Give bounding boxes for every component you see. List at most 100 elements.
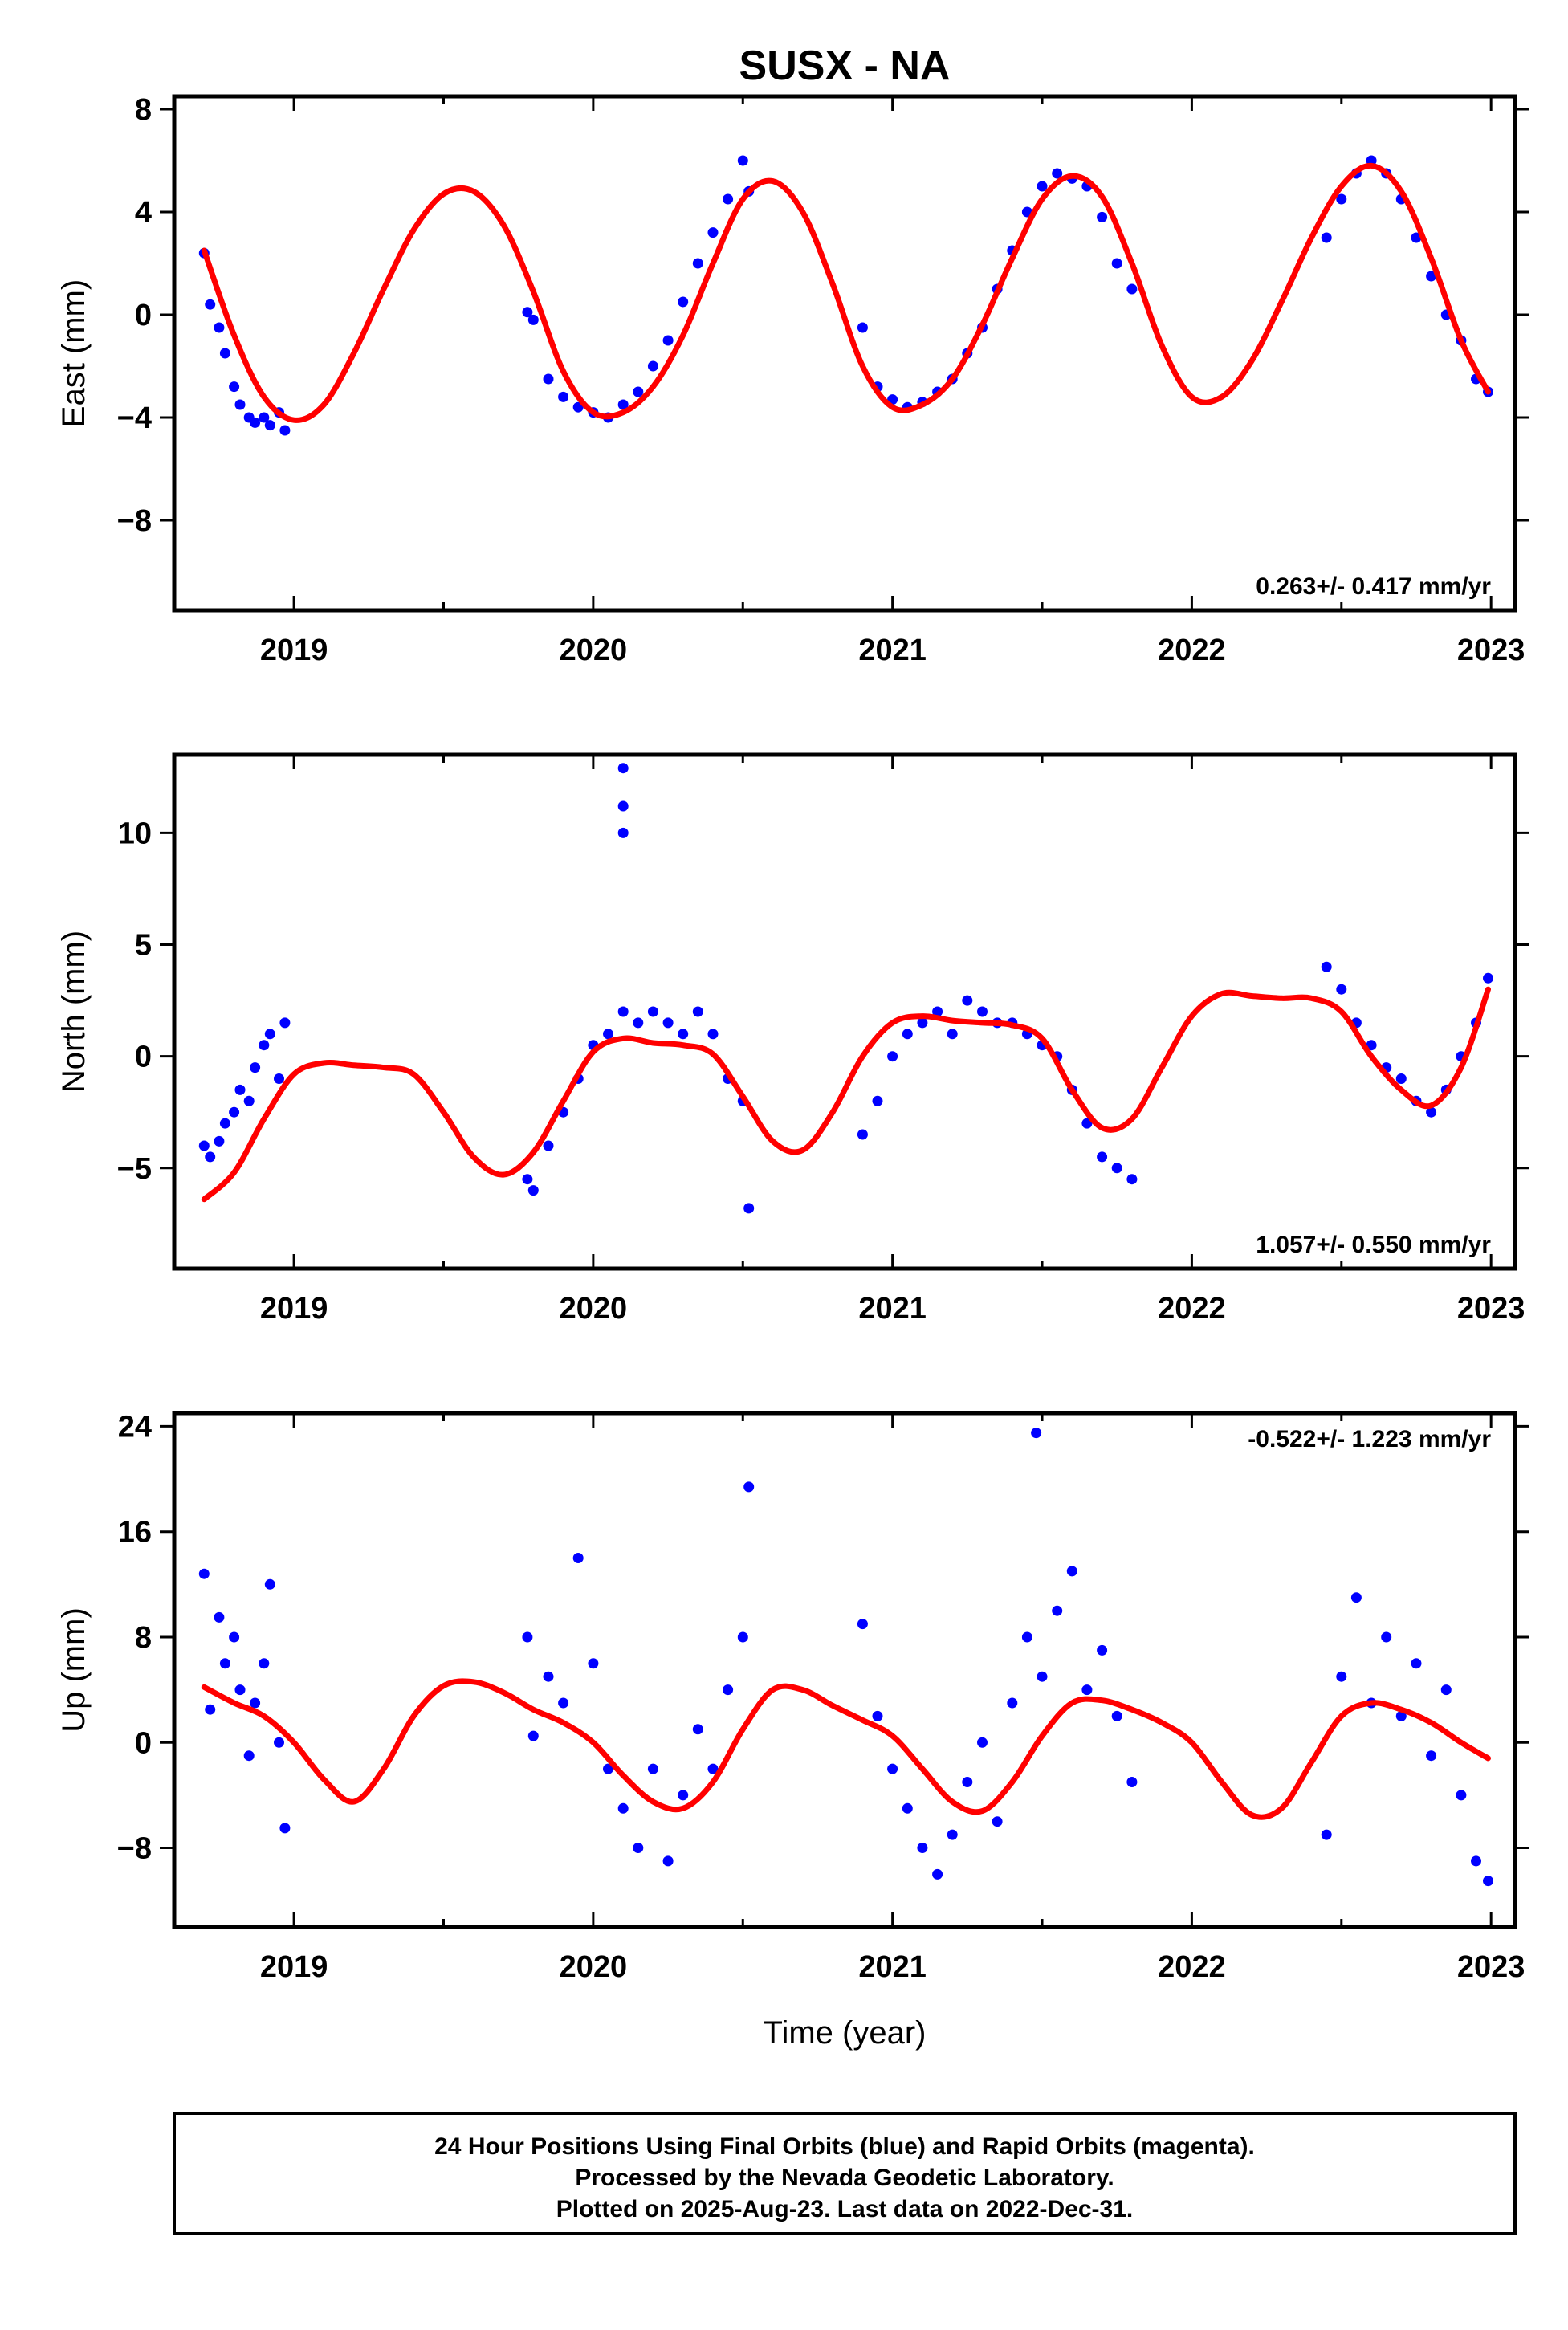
- north-data-point: [917, 1017, 928, 1029]
- up-data-point: [588, 1658, 599, 1669]
- north-data-point: [1111, 1163, 1122, 1174]
- north-y-tick-label: 10: [118, 817, 152, 850]
- up-data-point: [279, 1823, 291, 1834]
- north-data-point: [1426, 1106, 1437, 1118]
- east-data-point: [234, 399, 246, 410]
- east-data-point: [1052, 168, 1063, 179]
- east-data-point: [1336, 193, 1347, 205]
- up-data-point: [917, 1843, 928, 1853]
- east-data-point: [264, 420, 275, 431]
- east-rate-annotation: 0.263+/- 0.417 mm/yr: [1256, 573, 1491, 600]
- east-data-point: [250, 417, 261, 428]
- up-data-point: [1483, 1876, 1493, 1887]
- north-data-point: [603, 1029, 613, 1040]
- east-data-point: [1111, 258, 1122, 269]
- north-data-point: [274, 1073, 284, 1084]
- north-rate-annotation: 1.057+/- 0.550 mm/yr: [1256, 1232, 1491, 1258]
- up-data-point: [264, 1578, 275, 1590]
- east-x-tick-label: 2020: [560, 633, 628, 667]
- up-data-point: [1097, 1644, 1108, 1656]
- north-data-point: [264, 1029, 275, 1040]
- up-data-point: [198, 1568, 210, 1579]
- north-data-point: [250, 1062, 261, 1073]
- north-y-tick-label: −5: [117, 1152, 152, 1186]
- up-x-tick-label: 2023: [1457, 1950, 1525, 1984]
- north-data-point: [205, 1151, 216, 1163]
- east-model-curve: [201, 162, 1491, 423]
- up-data-point: [234, 1684, 246, 1696]
- up-data-point: [902, 1802, 913, 1814]
- north-data-point: [1126, 1174, 1138, 1185]
- up-data-point: [1456, 1790, 1467, 1801]
- east-data-point: [692, 258, 703, 269]
- up-data-point: [962, 1777, 973, 1787]
- up-data-point: [274, 1737, 284, 1748]
- north-data-point: [662, 1017, 674, 1029]
- north-data-point: [279, 1017, 291, 1029]
- up-data-point: [1411, 1658, 1422, 1669]
- north-data-point: [932, 1006, 943, 1017]
- east-data-point: [1426, 271, 1437, 282]
- up-data-point: [737, 1631, 748, 1643]
- east-data-point: [1037, 181, 1048, 192]
- up-data-point: [707, 1763, 719, 1774]
- up-data-point: [1395, 1710, 1407, 1721]
- north-panel: 2019 2020 2021 2022 2023 −5 0 5 10 North (mm) 1.05…: [56, 752, 1529, 1326]
- north-data-point: [692, 1006, 703, 1017]
- north-data-point: [259, 1040, 270, 1051]
- east-y-tick-label: 8: [135, 93, 152, 127]
- east-data-point: [678, 296, 689, 308]
- north-data-point: [707, 1029, 719, 1040]
- up-data-point: [1066, 1566, 1077, 1577]
- east-data-point: [707, 227, 719, 238]
- up-data-point: [692, 1724, 703, 1735]
- east-x-tick-label: 2019: [260, 633, 328, 667]
- up-data-point: [647, 1763, 658, 1774]
- north-y-tick-label: 0: [135, 1041, 152, 1074]
- north-data-point: [214, 1135, 225, 1147]
- east-data-point: [205, 299, 216, 310]
- north-data-point: [872, 1095, 883, 1106]
- north-x-tick-label: 2022: [1158, 1292, 1226, 1326]
- up-data-point: [229, 1631, 240, 1643]
- north-data-point: [887, 1051, 898, 1062]
- north-x-tick-label: 2023: [1457, 1292, 1525, 1326]
- north-data-point: [219, 1118, 230, 1129]
- east-data-point: [259, 412, 270, 423]
- up-data-point: [662, 1855, 674, 1867]
- east-data-point: [633, 386, 644, 397]
- east-data-point: [662, 335, 674, 346]
- north-x-tick-label: 2020: [560, 1292, 628, 1326]
- up-data-point: [723, 1684, 734, 1696]
- up-data-point: [243, 1750, 255, 1762]
- east-data-point: [1126, 283, 1138, 295]
- up-data-point: [1471, 1855, 1481, 1867]
- east-panel: 2019 2020 2021 2022 2023 −8 −4 0 4 8 East (mm) 0.26…: [56, 93, 1529, 667]
- north-y-axis-label: North (mm): [56, 931, 92, 1093]
- footer-line-2: Processed by the Nevada Geodetic Laborat…: [575, 2165, 1114, 2191]
- north-data-point: [962, 995, 973, 1006]
- east-data-point: [723, 193, 734, 205]
- east-y-tick-label: 4: [135, 196, 152, 230]
- east-x-tick-label: 2022: [1158, 633, 1226, 667]
- footer-frame: [173, 2112, 1517, 2235]
- up-y-tick-label: −8: [117, 1832, 152, 1866]
- north-data-point: [522, 1174, 533, 1185]
- up-data-point: [678, 1790, 689, 1801]
- up-data-point: [1381, 1631, 1392, 1643]
- up-x-tick-label: 2022: [1158, 1950, 1226, 1984]
- north-data-point: [647, 1006, 658, 1017]
- up-data-point: [1021, 1631, 1032, 1643]
- east-data-points: [198, 155, 1493, 436]
- up-data-point: [977, 1737, 988, 1748]
- up-data-point: [1111, 1710, 1122, 1721]
- north-data-point: [1395, 1073, 1407, 1084]
- east-data-point: [617, 399, 629, 410]
- east-y-tick-label: 0: [135, 299, 152, 332]
- north-data-point: [633, 1017, 644, 1029]
- east-data-point: [219, 348, 230, 359]
- east-data-point: [527, 314, 539, 325]
- east-data-point: [279, 425, 291, 436]
- up-data-point: [259, 1658, 270, 1669]
- east-data-point: [558, 391, 569, 402]
